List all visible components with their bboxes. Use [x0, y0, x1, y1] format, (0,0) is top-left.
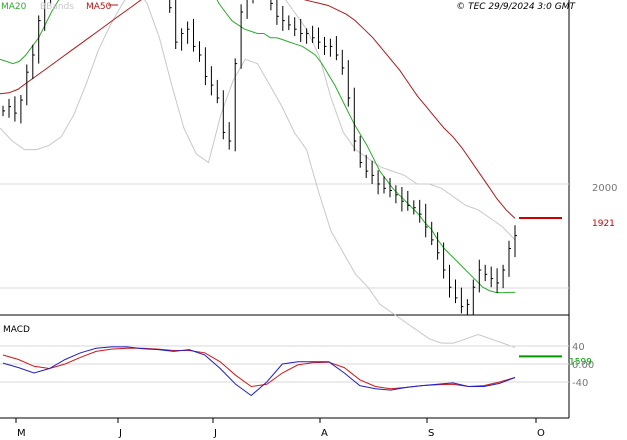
chart-legend: MA20 BBands MA50 — [1, 2, 118, 12]
month-label: O — [537, 428, 545, 439]
legend-bbands: BBands — [40, 2, 74, 12]
price-axis: 20002500 — [592, 183, 617, 194]
resistance-label: 1921 — [592, 219, 615, 229]
month-label: S — [428, 428, 434, 439]
macd-panel: 40 0.00 -40 — [0, 342, 594, 397]
month-label: J — [213, 428, 217, 439]
macd-tick-label: 40 — [572, 342, 585, 353]
copyright-text: © TEC 29/9/2024 3:0 GMT — [456, 2, 576, 12]
month-label: M — [17, 428, 26, 439]
chart-frame — [0, 0, 570, 419]
price-levels: 1921 1599 — [519, 216, 615, 367]
macd-tick-label: -40 — [572, 378, 588, 389]
macd-tick-label: 0.00 — [572, 360, 594, 371]
ma50-line — [0, 0, 516, 219]
legend-ma20: MA20 — [1, 2, 27, 12]
ma20-line — [0, 0, 515, 294]
macd-signal-line — [2, 347, 516, 390]
support-label: 1599 — [569, 357, 592, 367]
ma20-series — [0, 0, 515, 294]
month-label: A — [321, 428, 328, 439]
price-gridlines — [0, 183, 569, 289]
macd-title: MACD — [3, 325, 30, 335]
price-tick-label: 2000 — [592, 183, 617, 194]
bband-upper — [285, 0, 516, 241]
bollinger-bands — [0, 0, 516, 348]
legend-ma50: MA50 — [86, 2, 112, 12]
ma50-series — [0, 0, 516, 219]
bband-lower — [0, 0, 516, 348]
month-label: J — [118, 428, 122, 439]
price-bars — [2, 0, 517, 316]
macd-line — [2, 346, 516, 397]
